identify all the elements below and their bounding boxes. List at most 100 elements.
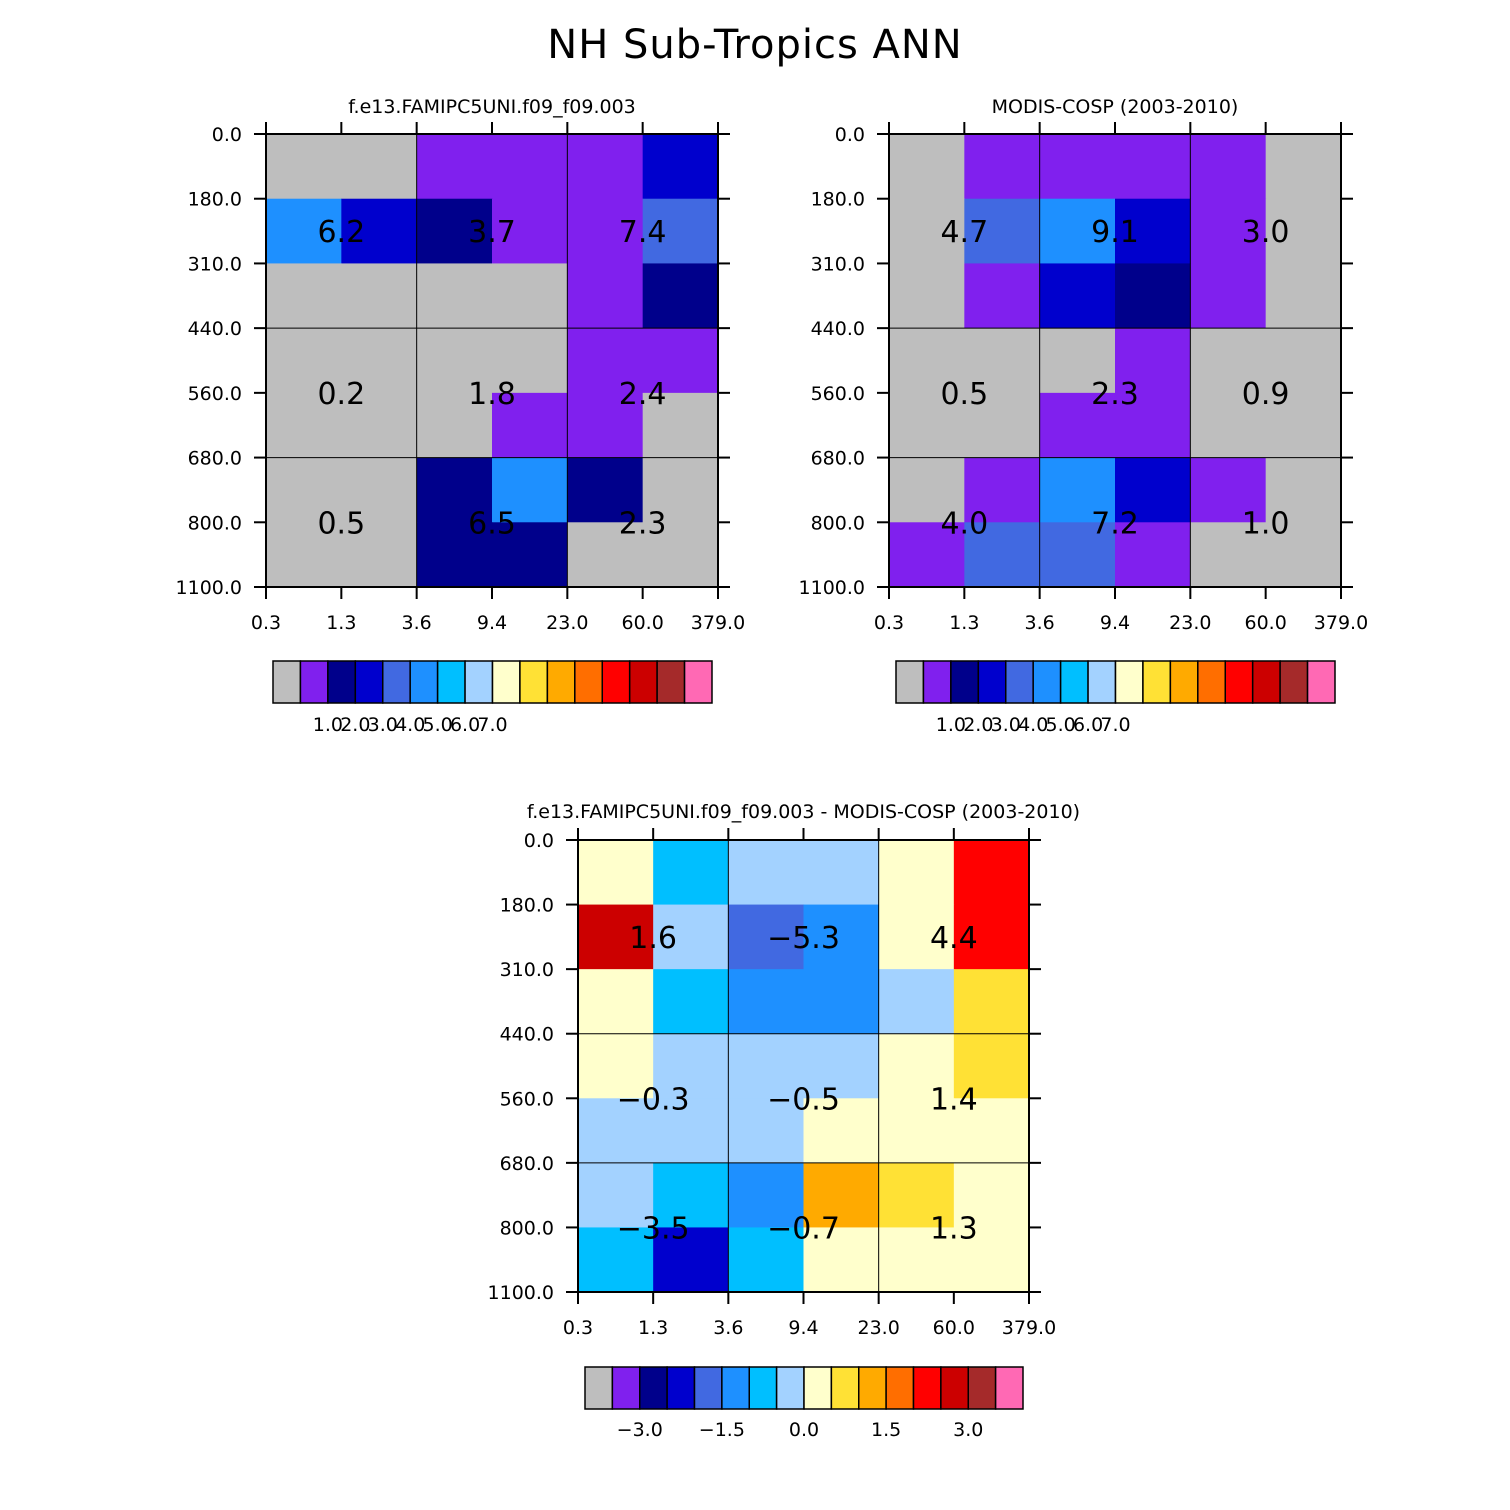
heatmap-cell	[889, 328, 965, 394]
colorbar-box	[464, 660, 494, 704]
heatmap-cell	[964, 392, 1041, 459]
colorbar-label: 3.0	[368, 714, 398, 736]
block-value-label: 1.0	[1242, 506, 1290, 541]
y-tick-label: 0.0	[524, 830, 554, 852]
y-tick-label: 310.0	[188, 253, 242, 275]
heatmap-cell	[567, 134, 644, 200]
colorbar-label: 3.0	[953, 1419, 983, 1441]
heatmap-cell	[1115, 328, 1191, 394]
colorbar-box	[1279, 660, 1309, 704]
colorbar-box	[895, 660, 925, 704]
y-tick-label: 310.0	[811, 253, 865, 275]
heatmap-cell	[1190, 457, 1267, 523]
x-tick-label: 0.3	[563, 1317, 593, 1339]
heatmap-cell	[728, 969, 805, 1035]
block-value-label: 6.2	[317, 215, 365, 250]
heatmap-cell	[341, 522, 418, 588]
heatmap-cell	[642, 392, 719, 459]
heatmap-cell	[964, 263, 1041, 329]
block-value-label: 1.4	[930, 1082, 978, 1117]
heatmap-cell	[416, 263, 493, 329]
heatmap-cell	[266, 392, 342, 459]
colorbar-box	[1087, 660, 1117, 704]
block-value-label: 6.5	[468, 506, 516, 541]
heatmap-cell	[878, 1227, 955, 1293]
colorbar-label: 6.0	[1073, 714, 1103, 736]
colorbar-label: 7.0	[477, 714, 507, 736]
heatmap-cell	[889, 263, 965, 329]
colorbar-box	[922, 660, 952, 704]
heatmap-cell	[1265, 134, 1342, 200]
heatmap-cell	[266, 198, 342, 265]
x-tick-label: 1.3	[949, 612, 979, 634]
y-tick-label: 800.0	[188, 512, 242, 534]
heatmap-cell	[642, 134, 719, 200]
heatmap-cell	[492, 134, 568, 200]
colorbar-box	[1251, 660, 1281, 704]
block-value-label: 0.9	[1242, 377, 1290, 412]
heatmap-cell	[1115, 392, 1191, 459]
colorbar-box	[748, 1366, 778, 1410]
x-tick-label: 60.0	[622, 612, 664, 634]
y-tick-label: 440.0	[811, 318, 865, 340]
heatmap-panel-1: 4.7 9.1 3.0 0.5 2.3 0.9 4.0 7.2 1.0 0.3 1.3 3.6 9.4 2…	[799, 122, 1368, 736]
heatmap-cell	[266, 134, 342, 200]
heatmap-cell	[1115, 198, 1191, 265]
y-tick-label: 180.0	[811, 189, 865, 211]
x-tick-label: 3.6	[402, 612, 432, 634]
heatmap-cell	[964, 328, 1041, 394]
heatmap-cell	[889, 198, 965, 265]
x-tick-label: 379.0	[1002, 1317, 1056, 1339]
block-value-label: 4.4	[930, 921, 978, 956]
heatmap-cell	[1115, 457, 1191, 523]
block-value-label: 1.8	[468, 377, 516, 412]
heatmap-cell	[953, 969, 1030, 1035]
heatmap-cell	[889, 522, 965, 588]
heatmap-cell	[1265, 263, 1342, 329]
heatmap-cell	[889, 457, 965, 523]
colorbar-box	[1306, 660, 1336, 704]
heatmap-cell	[653, 904, 729, 970]
heatmap-cell	[578, 1227, 654, 1293]
y-tick-label: 440.0	[500, 1024, 554, 1046]
heatmap-cell	[567, 522, 644, 588]
colorbar-box	[519, 660, 549, 704]
colorbar-box	[830, 1366, 860, 1410]
heatmap-cell	[878, 969, 955, 1035]
heatmap-cell	[1190, 263, 1267, 329]
heatmap-cell	[1265, 522, 1342, 588]
y-tick-label: 310.0	[500, 959, 554, 981]
colorbar-label: 1.0	[936, 714, 966, 736]
colorbar-box	[584, 1366, 614, 1410]
heatmap-cell	[953, 1227, 1030, 1293]
colorbar-box	[912, 1366, 942, 1410]
colorbar-box	[436, 660, 466, 704]
colorbar-box	[601, 660, 631, 704]
heatmap-cell	[416, 522, 493, 588]
heatmap-cell	[416, 457, 493, 523]
heatmap-cell	[889, 134, 965, 200]
heatmap-cell	[728, 1033, 805, 1099]
block-value-label: 0.2	[317, 377, 365, 412]
block-value-label: −0.3	[617, 1082, 690, 1117]
block-value-label: 3.7	[468, 215, 516, 250]
block-value-label: −5.3	[767, 921, 840, 956]
colorbar-box	[950, 660, 980, 704]
y-tick-label: 180.0	[500, 895, 554, 917]
heatmap-cell	[728, 1098, 805, 1164]
colorbar-label: 2.0	[963, 714, 993, 736]
heatmap-cell	[878, 840, 955, 906]
heatmap-cell	[341, 198, 418, 265]
y-tick-label: 800.0	[500, 1217, 554, 1239]
figure-title: NH Sub-Tropics ANN	[547, 22, 963, 68]
heatmap-cell	[341, 457, 418, 523]
heatmap-cell	[803, 840, 880, 906]
heatmap-cell	[803, 1033, 880, 1099]
heatmap-cell	[1190, 198, 1267, 265]
x-tick-label: 1.3	[638, 1317, 668, 1339]
y-tick-label: 1100.0	[176, 577, 242, 599]
x-tick-label: 23.0	[858, 1317, 900, 1339]
x-tick-label: 0.3	[874, 612, 904, 634]
heatmap-cell	[1039, 198, 1116, 265]
y-tick-label: 680.0	[500, 1153, 554, 1175]
